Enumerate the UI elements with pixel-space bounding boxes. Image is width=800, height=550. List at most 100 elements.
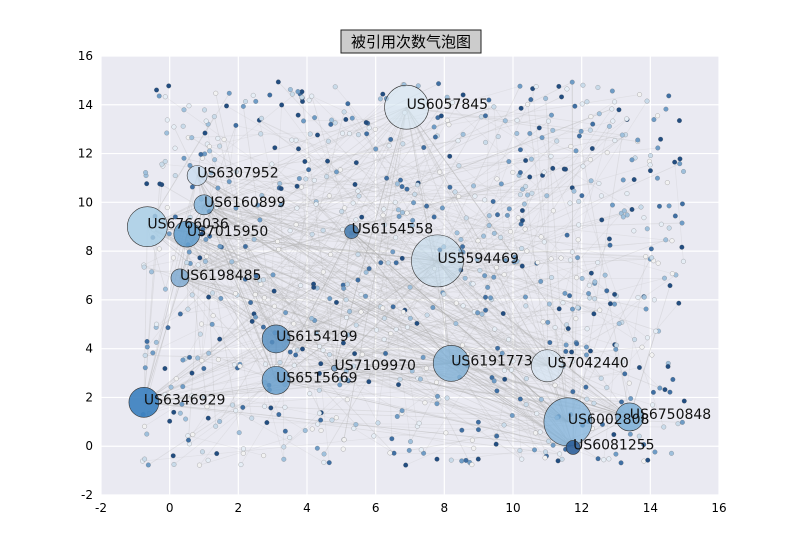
data-point xyxy=(327,352,332,357)
data-point xyxy=(659,222,664,227)
data-point xyxy=(576,237,581,242)
data-point xyxy=(441,292,446,297)
data-point xyxy=(276,247,281,252)
data-point xyxy=(525,193,530,198)
data-point xyxy=(249,416,254,421)
data-point xyxy=(589,179,594,184)
data-point xyxy=(333,121,338,126)
data-point xyxy=(569,350,574,355)
data-point xyxy=(306,167,311,172)
data-point xyxy=(269,406,274,411)
data-point xyxy=(293,353,298,358)
data-point xyxy=(507,207,512,212)
data-point xyxy=(261,277,266,282)
data-point xyxy=(190,371,195,376)
data-point xyxy=(297,176,302,181)
data-point xyxy=(392,451,397,456)
data-point xyxy=(515,131,520,136)
data-point xyxy=(145,339,150,344)
data-point xyxy=(448,185,453,190)
data-point xyxy=(433,135,438,140)
data-point xyxy=(378,260,383,265)
data-point xyxy=(217,337,222,342)
data-point xyxy=(342,206,347,211)
data-point xyxy=(575,305,580,310)
data-point xyxy=(579,129,584,134)
data-point xyxy=(273,145,278,150)
data-point xyxy=(566,326,571,331)
data-point xyxy=(307,98,312,103)
data-point xyxy=(532,448,537,453)
data-point xyxy=(481,234,486,239)
data-point xyxy=(650,353,655,358)
data-point xyxy=(563,167,568,172)
data-point xyxy=(393,200,398,205)
data-point xyxy=(356,189,361,194)
data-point xyxy=(351,201,356,206)
data-point xyxy=(144,432,149,437)
data-point xyxy=(213,424,218,429)
data-point xyxy=(386,261,391,266)
data-point xyxy=(267,93,272,98)
data-point xyxy=(520,264,525,269)
data-point xyxy=(342,437,347,442)
data-point xyxy=(639,205,644,210)
data-point xyxy=(499,182,504,187)
data-point xyxy=(338,168,343,173)
data-point xyxy=(289,138,294,143)
data-point xyxy=(625,191,630,196)
data-point xyxy=(581,83,586,88)
data-point xyxy=(471,282,476,287)
data-point xyxy=(211,313,216,318)
data-point xyxy=(585,397,590,402)
x-tick-label: 8 xyxy=(441,501,449,515)
data-point xyxy=(165,118,170,123)
data-point xyxy=(382,316,387,321)
data-point xyxy=(241,447,246,452)
data-point xyxy=(440,206,445,211)
data-point xyxy=(241,451,246,456)
data-point xyxy=(296,113,301,118)
data-point xyxy=(557,307,562,312)
data-point xyxy=(524,402,529,407)
data-point xyxy=(564,349,569,354)
data-point xyxy=(434,380,439,385)
data-point xyxy=(173,146,178,151)
data-point xyxy=(295,348,300,353)
data-point xyxy=(373,127,378,132)
data-point xyxy=(549,154,554,159)
data-point xyxy=(172,125,177,130)
data-point xyxy=(315,422,320,427)
data-point xyxy=(258,132,263,137)
data-point xyxy=(400,408,405,413)
data-point xyxy=(346,101,351,106)
data-point xyxy=(556,459,561,464)
data-point xyxy=(288,228,293,233)
data-point xyxy=(630,207,635,212)
data-point xyxy=(459,459,464,464)
data-point xyxy=(232,362,237,367)
data-point xyxy=(304,177,309,182)
data-point xyxy=(501,311,506,316)
data-point xyxy=(680,221,685,226)
data-point xyxy=(612,100,617,105)
data-point xyxy=(214,451,219,456)
data-point xyxy=(259,116,264,121)
data-point xyxy=(520,208,525,213)
data-point xyxy=(276,80,281,85)
data-point xyxy=(421,355,426,360)
data-point xyxy=(164,131,169,136)
data-point xyxy=(364,131,369,136)
data-point xyxy=(318,418,323,423)
data-point xyxy=(658,386,663,391)
data-point xyxy=(622,372,627,377)
data-point xyxy=(599,376,604,381)
data-point xyxy=(461,132,466,137)
data-point xyxy=(670,271,675,276)
data-point xyxy=(572,189,577,194)
data-point xyxy=(186,307,191,312)
data-point xyxy=(310,427,315,432)
data-point xyxy=(667,204,672,209)
data-point xyxy=(628,432,633,437)
bubble-label: US6191773 xyxy=(451,353,532,369)
